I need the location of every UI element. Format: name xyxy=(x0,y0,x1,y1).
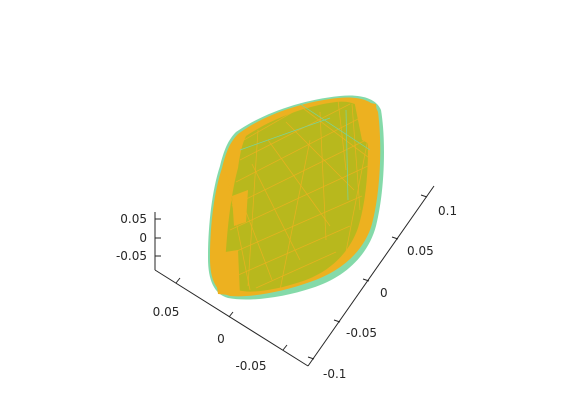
mesh-edge xyxy=(267,139,331,227)
mesh-edge xyxy=(279,139,311,291)
surface-patch xyxy=(232,190,248,226)
surface-3d xyxy=(208,95,384,300)
x-axis-line xyxy=(154,269,309,367)
surface-patch xyxy=(354,100,380,150)
x-ticks: 0.05 0 -0.05 xyxy=(153,277,288,373)
mesh-edge xyxy=(229,165,369,231)
mesh-edge xyxy=(235,225,351,277)
axes-3d: 0.05 0 -0.05 0.05 0 -0.05 0.1 0.05 0 -0.… xyxy=(116,185,457,381)
x-tick-label: 0.05 xyxy=(153,305,180,319)
y-tick-mark xyxy=(391,236,399,240)
y-tick-label: -0.1 xyxy=(323,367,346,381)
x-tick-label: -0.05 xyxy=(235,359,266,373)
mesh-edge xyxy=(229,195,363,255)
y-tick-mark xyxy=(307,356,315,360)
y-ticks: 0.1 0.05 0 -0.05 -0.1 xyxy=(307,194,457,381)
mesh-seam xyxy=(345,109,349,201)
mesh-edge xyxy=(225,171,251,291)
x-tick-mark xyxy=(228,311,234,318)
z-tick-label: 0 xyxy=(139,231,147,245)
y-axis-line xyxy=(307,185,435,367)
mesh-edge xyxy=(255,251,337,289)
surface-mesh-lines xyxy=(212,99,380,296)
y-tick-label: 0.05 xyxy=(407,244,434,258)
z-tick-label: 0.05 xyxy=(120,212,147,226)
mesh-edge xyxy=(337,99,347,171)
y-tick-label: -0.05 xyxy=(346,326,377,340)
x-tick-mark xyxy=(282,344,288,351)
z-ticks: 0.05 0 -0.05 xyxy=(116,212,161,263)
mesh-edge xyxy=(239,103,351,161)
x-tick-label: 0 xyxy=(217,332,225,346)
mesh-seam xyxy=(239,117,331,151)
y-tick-mark xyxy=(333,319,341,323)
y-tick-mark xyxy=(420,194,428,198)
y-tick-mark xyxy=(362,278,370,282)
y-tick-label: 0.1 xyxy=(438,204,457,218)
mesh-edge xyxy=(251,163,301,261)
surface-patch xyxy=(214,216,226,246)
mesh-edge xyxy=(247,129,259,287)
mesh-seam xyxy=(299,103,371,151)
mesh-edge xyxy=(235,117,361,183)
x-tick-mark xyxy=(175,277,181,284)
surface-patch xyxy=(212,250,240,296)
mesh-edge xyxy=(299,105,373,161)
mesh-edge xyxy=(351,103,361,211)
z-tick-label: -0.05 xyxy=(116,249,147,263)
mesh-edge xyxy=(243,107,301,141)
mesh-edge xyxy=(319,111,327,241)
y-tick-label: 0 xyxy=(380,286,388,300)
mesh-edge xyxy=(285,121,355,191)
